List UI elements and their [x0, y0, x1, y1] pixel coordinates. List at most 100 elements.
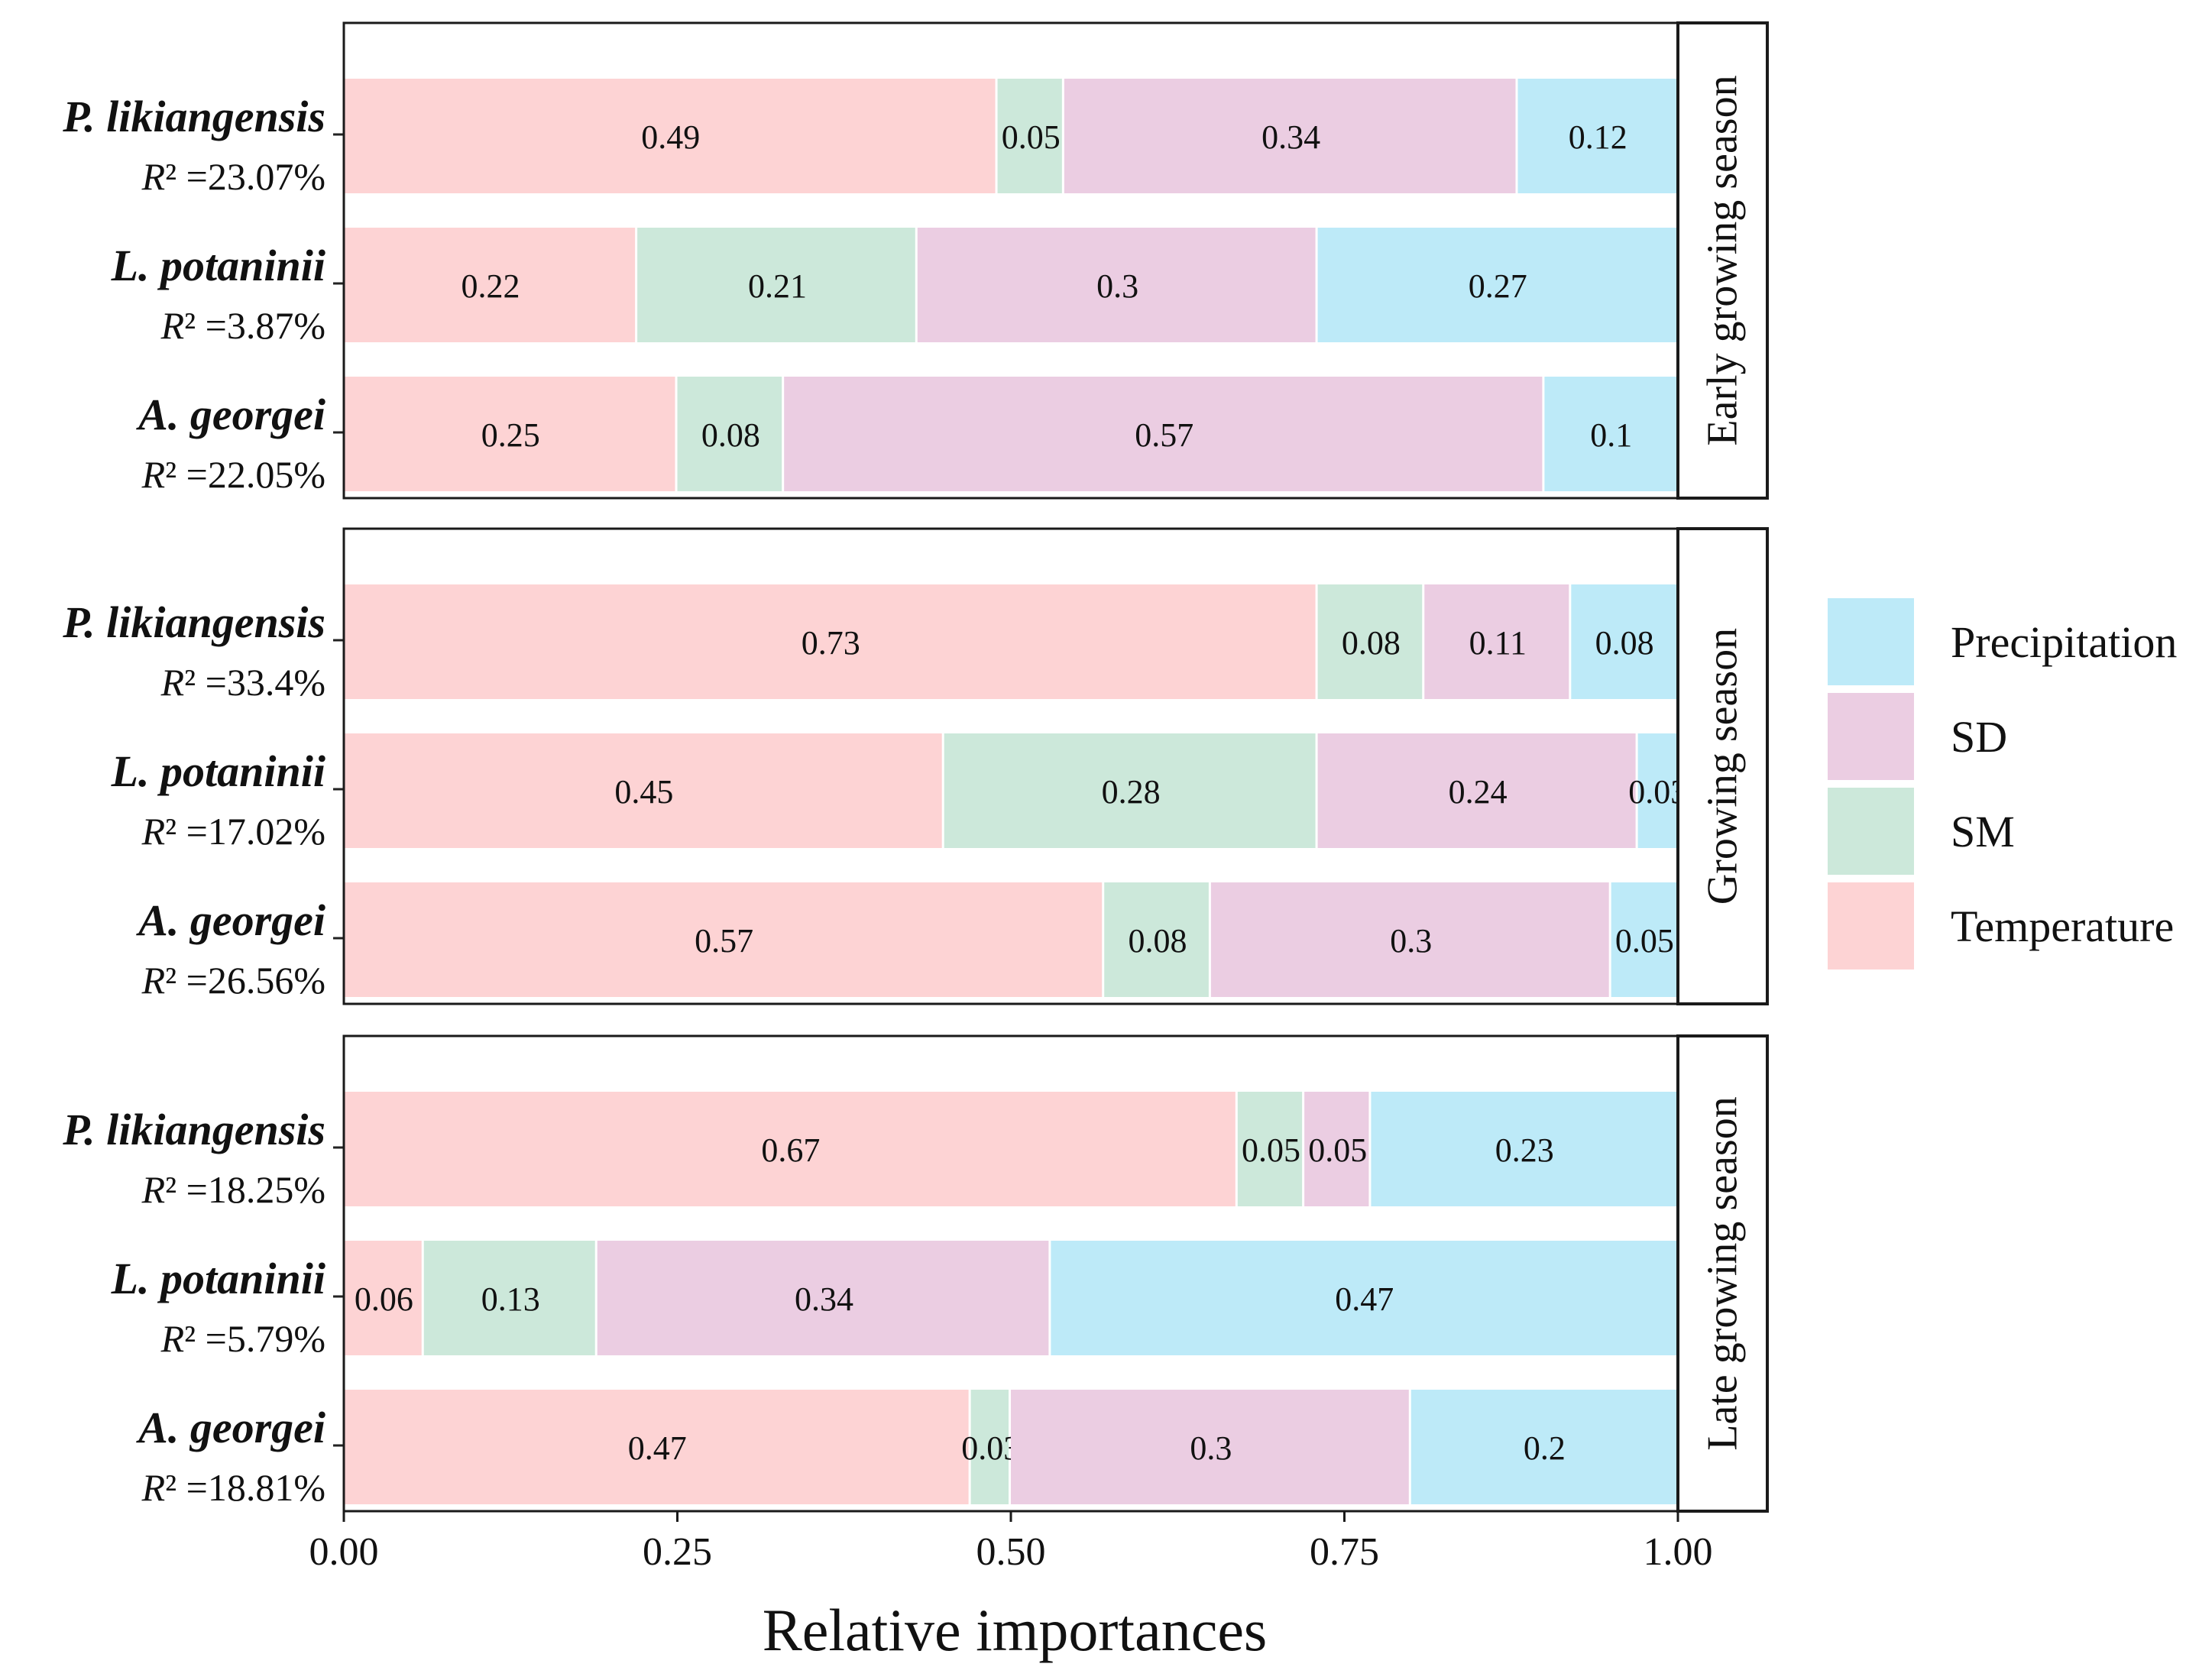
species-label: P. likiangensis: [62, 92, 325, 141]
bar-segment-temperature: [344, 377, 675, 491]
r2-label: R² =18.81%: [141, 1466, 325, 1509]
data-label-sm: 0.08: [1129, 922, 1187, 960]
data-label-sd: 0.24: [1449, 773, 1508, 811]
x-tick-label: 0.25: [643, 1530, 712, 1574]
species-label: L. potaninii: [111, 746, 325, 796]
r2-label: R² =3.87%: [160, 304, 325, 347]
data-label-sd: 0.34: [795, 1280, 853, 1318]
x-tick-label: 1.00: [1644, 1530, 1713, 1574]
bar-segment-temperature: [344, 1390, 969, 1504]
bar-segment-temperature: [344, 584, 1316, 699]
facet-strip: [1676, 527, 1769, 1005]
bar-row: 0.47 0.03 0.3 0.2: [344, 1390, 1678, 1504]
bar-segment-precipitation: [1517, 79, 1678, 193]
species-label: P. likiangensis: [62, 1105, 325, 1154]
x-tick-label: 0.50: [976, 1530, 1046, 1574]
data-label-temperature: 0.45: [614, 773, 673, 811]
data-label-sd: 0.11: [1469, 624, 1527, 662]
data-label-temperature: 0.49: [641, 118, 700, 156]
legend: Precipitation SD SM Temperature: [1828, 598, 2177, 969]
species-label: A. georgei: [136, 1403, 325, 1452]
bar-segment-sd: [917, 228, 1316, 342]
bar-segment-sm: [423, 1241, 595, 1355]
bar-segment-sd: [1011, 1390, 1409, 1504]
x-axis-title: Relative importances: [763, 1597, 1268, 1663]
x-axis: 0.00 0.25 0.50 0.75 1.00 Relative importances: [309, 1510, 1767, 1663]
bar-segment-sd: [1064, 79, 1516, 193]
data-label-precipitation: 0.47: [1335, 1280, 1394, 1318]
data-label-sm: 0.28: [1102, 773, 1161, 811]
bar-row: 0.06 0.13 0.34 0.47: [344, 1241, 1678, 1355]
data-label-precipitation: 0.08: [1595, 624, 1654, 662]
species-label: A. georgei: [136, 895, 325, 945]
legend-label-precipitation: Precipitation: [1951, 617, 2177, 667]
data-label-precipitation: 0.27: [1469, 267, 1527, 305]
data-label-sm: 0.05: [1242, 1131, 1300, 1169]
data-label-sm: 0.08: [701, 416, 760, 454]
bar-segment-sd: [1424, 584, 1569, 699]
bar-segment-precipitation: [1611, 882, 1678, 997]
bar-segment-temperature: [344, 882, 1103, 997]
r2-label: R² =18.25%: [141, 1168, 325, 1211]
data-label-sd: 0.3: [1390, 922, 1432, 960]
data-label-precipitation: 0.1: [1590, 416, 1632, 454]
data-label-sd: 0.3: [1096, 267, 1138, 305]
species-label: A. georgei: [136, 390, 325, 439]
bar-segment-sd: [1210, 882, 1609, 997]
bar-segment-precipitation: [1637, 733, 1678, 848]
bar-segment-sm: [637, 228, 915, 342]
bar-segment-precipitation: [1410, 1390, 1678, 1504]
bar-segment-temperature: [344, 1092, 1236, 1206]
r2-label: R² =23.07%: [141, 155, 325, 198]
legend-swatch-sm: [1828, 788, 1914, 875]
data-label-temperature: 0.73: [802, 624, 860, 662]
bar-segment-sm: [944, 733, 1316, 848]
bar-row: 0.57 0.08 0.3 0.05: [344, 882, 1678, 997]
facet-strip-label: Early growing season: [1699, 75, 1747, 445]
r2-label: R² =5.79%: [160, 1317, 325, 1360]
bar-row: 0.45 0.28 0.24 0.03: [344, 733, 1687, 848]
facet-strip: [1676, 21, 1769, 500]
legend-label-sm: SM: [1951, 807, 2015, 856]
bar-segment-sm: [1317, 584, 1423, 699]
legend-label-temperature: Temperature: [1951, 902, 2174, 951]
bar-row: 0.25 0.08 0.57 0.1: [344, 377, 1678, 491]
bar-row: 0.73 0.08 0.11 0.08: [344, 584, 1678, 699]
r2-label: R² =33.4%: [160, 661, 325, 704]
panel-2: 0.73 0.08 0.11 0.08 P. likiangensis R² =33.4%…: [62, 527, 1769, 1005]
facet-strip-label: Late growing season: [1699, 1096, 1747, 1450]
bar-segment-sd: [1304, 1092, 1369, 1206]
bar-segment-temperature: [344, 79, 996, 193]
bar-segment-sm: [997, 79, 1062, 193]
legend-swatch-sd: [1828, 693, 1914, 780]
r2-label: R² =17.02%: [141, 810, 325, 853]
legend-label-sd: SD: [1951, 712, 2007, 762]
bar-segment-temperature: [344, 1241, 422, 1355]
data-label-precipitation: 0.2: [1524, 1429, 1566, 1467]
bar-segment-sm: [677, 377, 782, 491]
facet-strip: [1676, 1034, 1769, 1513]
data-label-sm: 0.08: [1342, 624, 1401, 662]
species-label: P. likiangensis: [62, 597, 325, 647]
bar-segment-precipitation: [1051, 1241, 1678, 1355]
data-label-sd: 0.3: [1190, 1429, 1232, 1467]
data-label-temperature: 0.25: [481, 416, 540, 454]
bar-segment-sm: [1104, 882, 1209, 997]
data-label-sm: 0.03: [961, 1429, 1020, 1467]
bar-segment-sd: [1317, 733, 1636, 848]
bar-row: 0.67 0.05 0.05 0.23: [344, 1092, 1678, 1206]
data-label-precipitation: 0.12: [1569, 118, 1627, 156]
data-label-temperature: 0.47: [628, 1429, 687, 1467]
panel-3: 0.67 0.05 0.05 0.23 P. likiangensis R² =18.25…: [62, 1034, 1769, 1513]
r2-label: R² =22.05%: [141, 453, 325, 496]
data-label-temperature: 0.67: [761, 1131, 820, 1169]
data-label-sm: 0.21: [748, 267, 807, 305]
legend-swatch-precipitation: [1828, 598, 1914, 685]
data-label-sm: 0.13: [481, 1280, 540, 1318]
data-label-sd: 0.34: [1261, 118, 1320, 156]
bar-segment-sd: [784, 377, 1543, 491]
bar-segment-sm: [970, 1390, 1009, 1504]
panel-1: 0.49 0.05 0.34 0.12 P. likiangensis R² =23.07…: [62, 21, 1769, 500]
facet-strip-label: Growing season: [1699, 628, 1747, 905]
data-label-precipitation: 0.23: [1495, 1131, 1554, 1169]
